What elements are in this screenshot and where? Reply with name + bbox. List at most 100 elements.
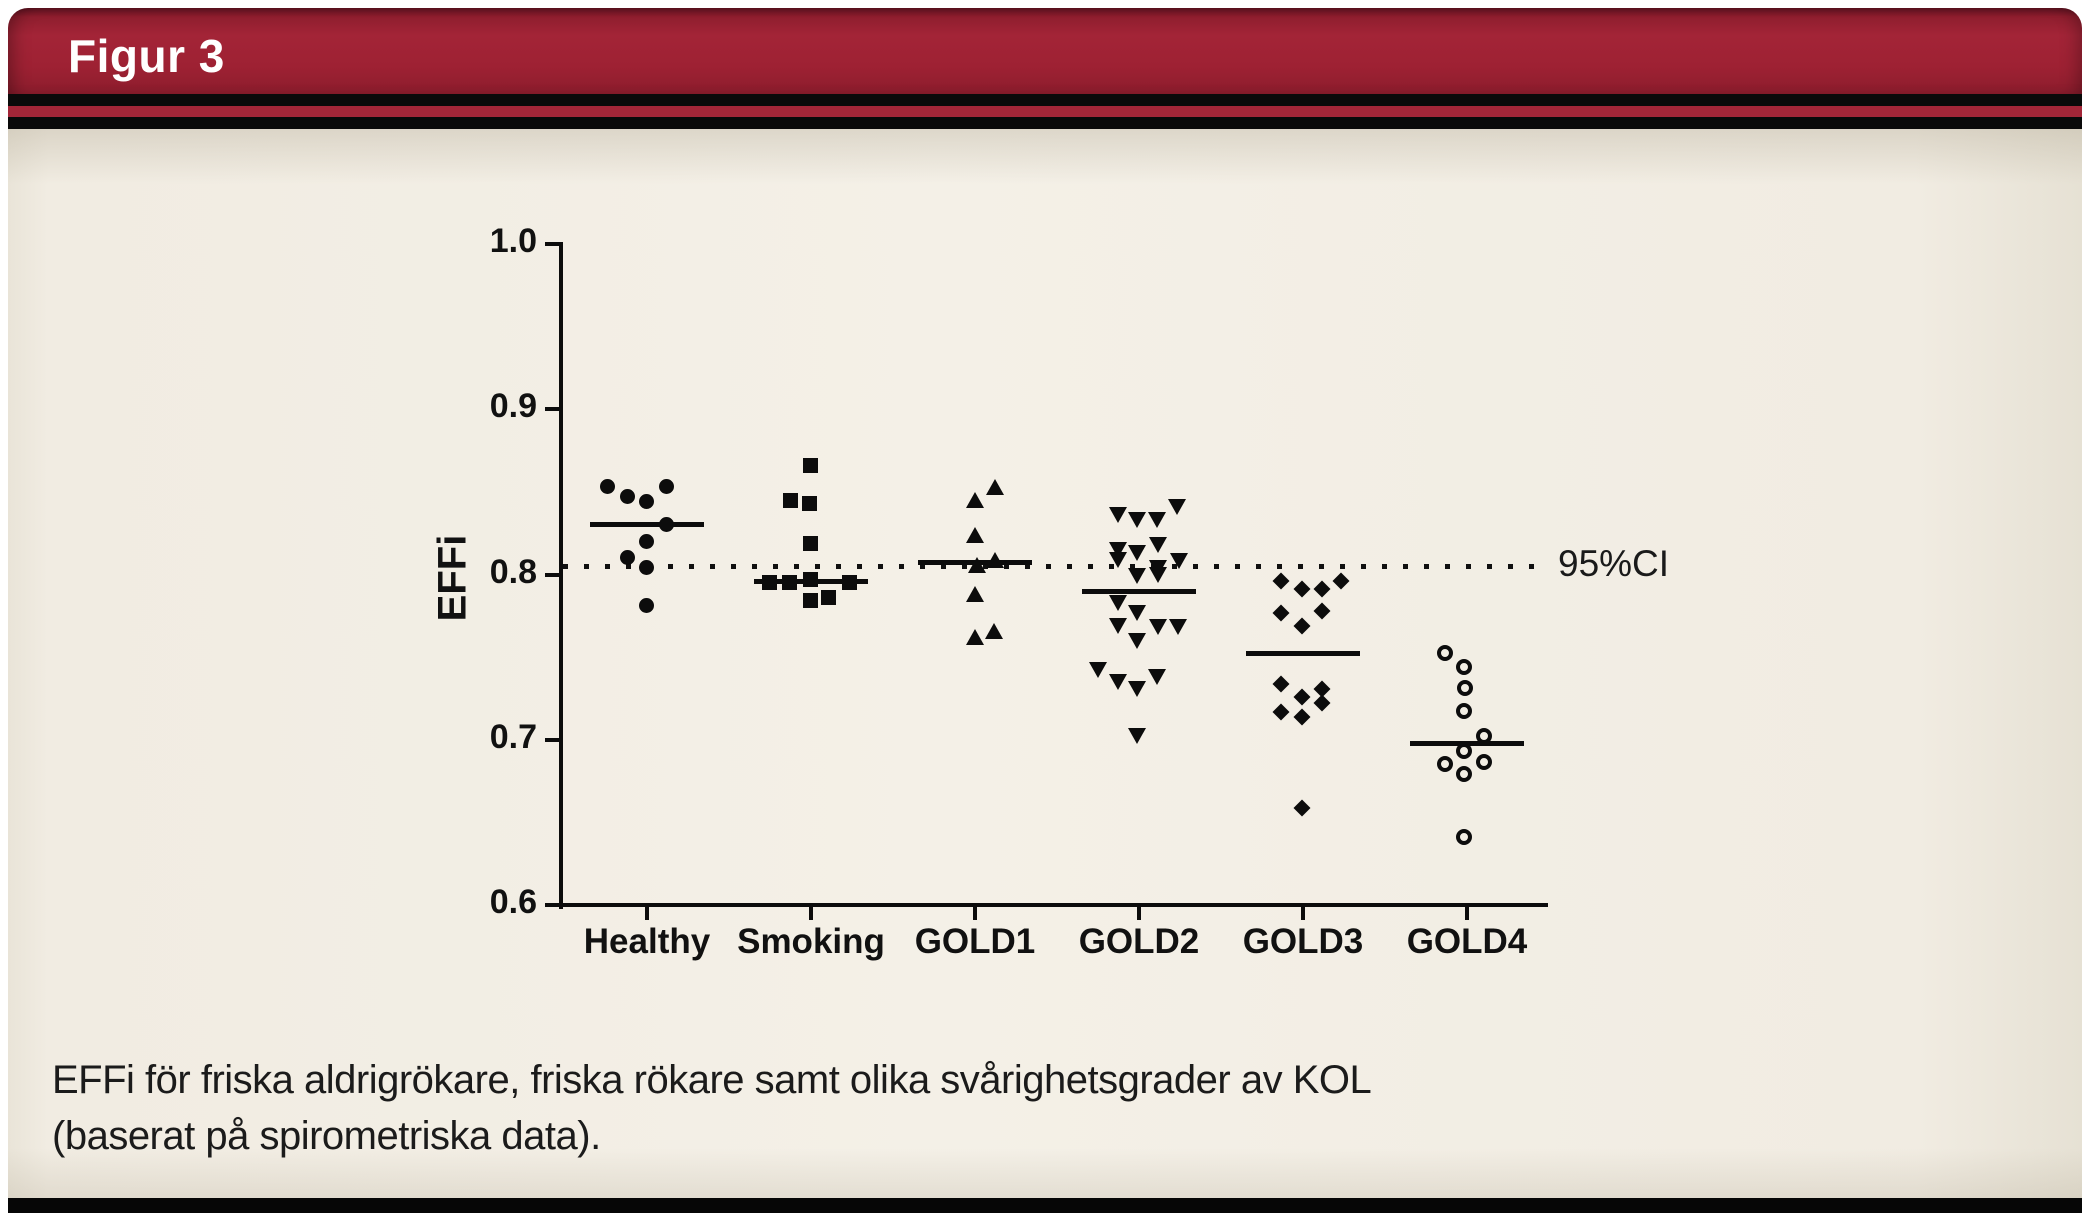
gold1-data-point [966,492,984,509]
gold1-data-point [986,478,1004,495]
x-axis-category-label: GOLD1 [914,922,1036,961]
divider-stripe-black-bottom [8,117,2082,129]
caption-line-1: EFFi för friska aldrigrökare, friska rök… [52,1058,1372,1102]
gold2-data-point [1170,553,1188,570]
healthy-data-point [638,533,654,549]
x-axis-tick [1301,907,1305,920]
gold4-data-point [1436,756,1453,773]
gold4-data-point [1455,703,1472,720]
gold2-data-point [1149,566,1167,583]
x-axis-line [559,903,1548,907]
gold1-data-point [966,629,984,646]
gold1-median-line [918,560,1032,566]
gold3-data-point [1293,799,1311,816]
x-axis-tick [1137,907,1141,920]
gold4-data-point [1475,754,1492,771]
gold3-data-point [1293,580,1311,598]
smoking-data-point [801,495,817,511]
divider-stripe-black-top [8,94,2082,106]
gold2-data-point [1128,604,1146,621]
y-axis-tick [545,903,559,907]
gold2-data-point [1148,668,1166,685]
gold2-data-point [1109,594,1127,611]
x-axis-tick [1465,907,1469,920]
healthy-data-point [638,494,654,510]
x-axis-tick [809,907,813,920]
smoking-data-point [782,492,798,508]
gold2-data-point [1089,662,1107,679]
gold2-data-point [1128,680,1146,697]
smoking-data-point [820,590,836,606]
gold2-data-point [1109,551,1127,568]
gold3-data-point [1313,602,1331,620]
confidence-interval-line [563,564,1545,570]
gold3-data-point [1313,694,1331,712]
gold4-data-point [1455,828,1472,845]
gold3-data-point [1293,708,1311,726]
y-axis-title: EFFi [430,534,475,622]
healthy-data-point [599,479,615,495]
gold2-data-point [1128,728,1146,745]
gold2-data-point [1109,507,1127,523]
gold3-median-line [1246,651,1360,657]
y-axis-tick-label: 0.7 [489,717,537,756]
gold1-data-point [966,586,984,603]
x-axis-category-label: GOLD4 [1406,922,1528,961]
y-axis-line [559,242,563,909]
y-axis-tick [545,407,559,412]
caption-line-2: (baserat på spirometriska data). [52,1114,601,1158]
gold3-data-point [1332,572,1350,590]
x-axis-category-label: Smoking [737,922,885,961]
figure-header-banner: Figur 3 [8,8,2082,94]
figure-caption: EFFi för friska aldrigrökare, friska rök… [52,1052,1372,1164]
y-axis-tick-label: 0.6 [489,883,537,921]
gold1-data-point [966,526,984,543]
gold2-data-point [1128,511,1146,528]
y-axis-tick-label: 0.8 [489,552,537,591]
gold2-median-line [1082,588,1196,594]
y-axis-tick [545,242,559,246]
gold2-data-point [1128,632,1146,649]
figure-body [8,129,2082,1198]
healthy-median-line [590,522,704,528]
gold2-data-point [1169,619,1187,636]
gold3-data-point [1272,703,1290,721]
y-axis-tick [545,572,559,577]
gold4-median-line [1410,740,1524,746]
x-axis-tick [973,907,977,920]
gold3-data-point [1272,572,1290,590]
figure-title: Figur 3 [68,30,225,82]
confidence-interval-label: 95%CI [1558,543,1670,585]
gold3-data-point [1293,617,1311,635]
healthy-data-point [619,489,635,505]
healthy-data-point [619,550,635,566]
gold4-data-point [1436,645,1453,662]
smoking-median-line [754,578,868,584]
x-axis-category-label: GOLD2 [1078,922,1200,961]
gold1-data-point [985,622,1003,639]
gold3-data-point [1272,675,1290,693]
gold4-data-point [1455,765,1472,782]
gold2-data-point [1109,617,1127,634]
gold3-data-point [1293,688,1311,706]
gold2-data-point [1148,511,1166,528]
gold3-data-point [1272,604,1290,621]
x-axis-tick [645,907,649,920]
gold2-data-point [1149,536,1167,553]
bottom-border-bar [8,1198,2082,1213]
gold4-data-point [1456,680,1473,697]
smoking-data-point [802,457,818,473]
x-axis-category-label: GOLD3 [1242,922,1364,961]
gold2-data-point [1109,673,1127,690]
gold2-data-point [1128,545,1146,562]
gold2-data-point [1168,498,1186,515]
gold2-data-point [1149,619,1167,636]
healthy-data-point [638,560,654,576]
healthy-data-point [638,598,654,614]
divider-stripe-red [8,106,2082,117]
x-axis-category-label: Healthy [583,922,711,961]
gold3-data-point [1313,580,1331,598]
smoking-data-point [802,593,818,609]
